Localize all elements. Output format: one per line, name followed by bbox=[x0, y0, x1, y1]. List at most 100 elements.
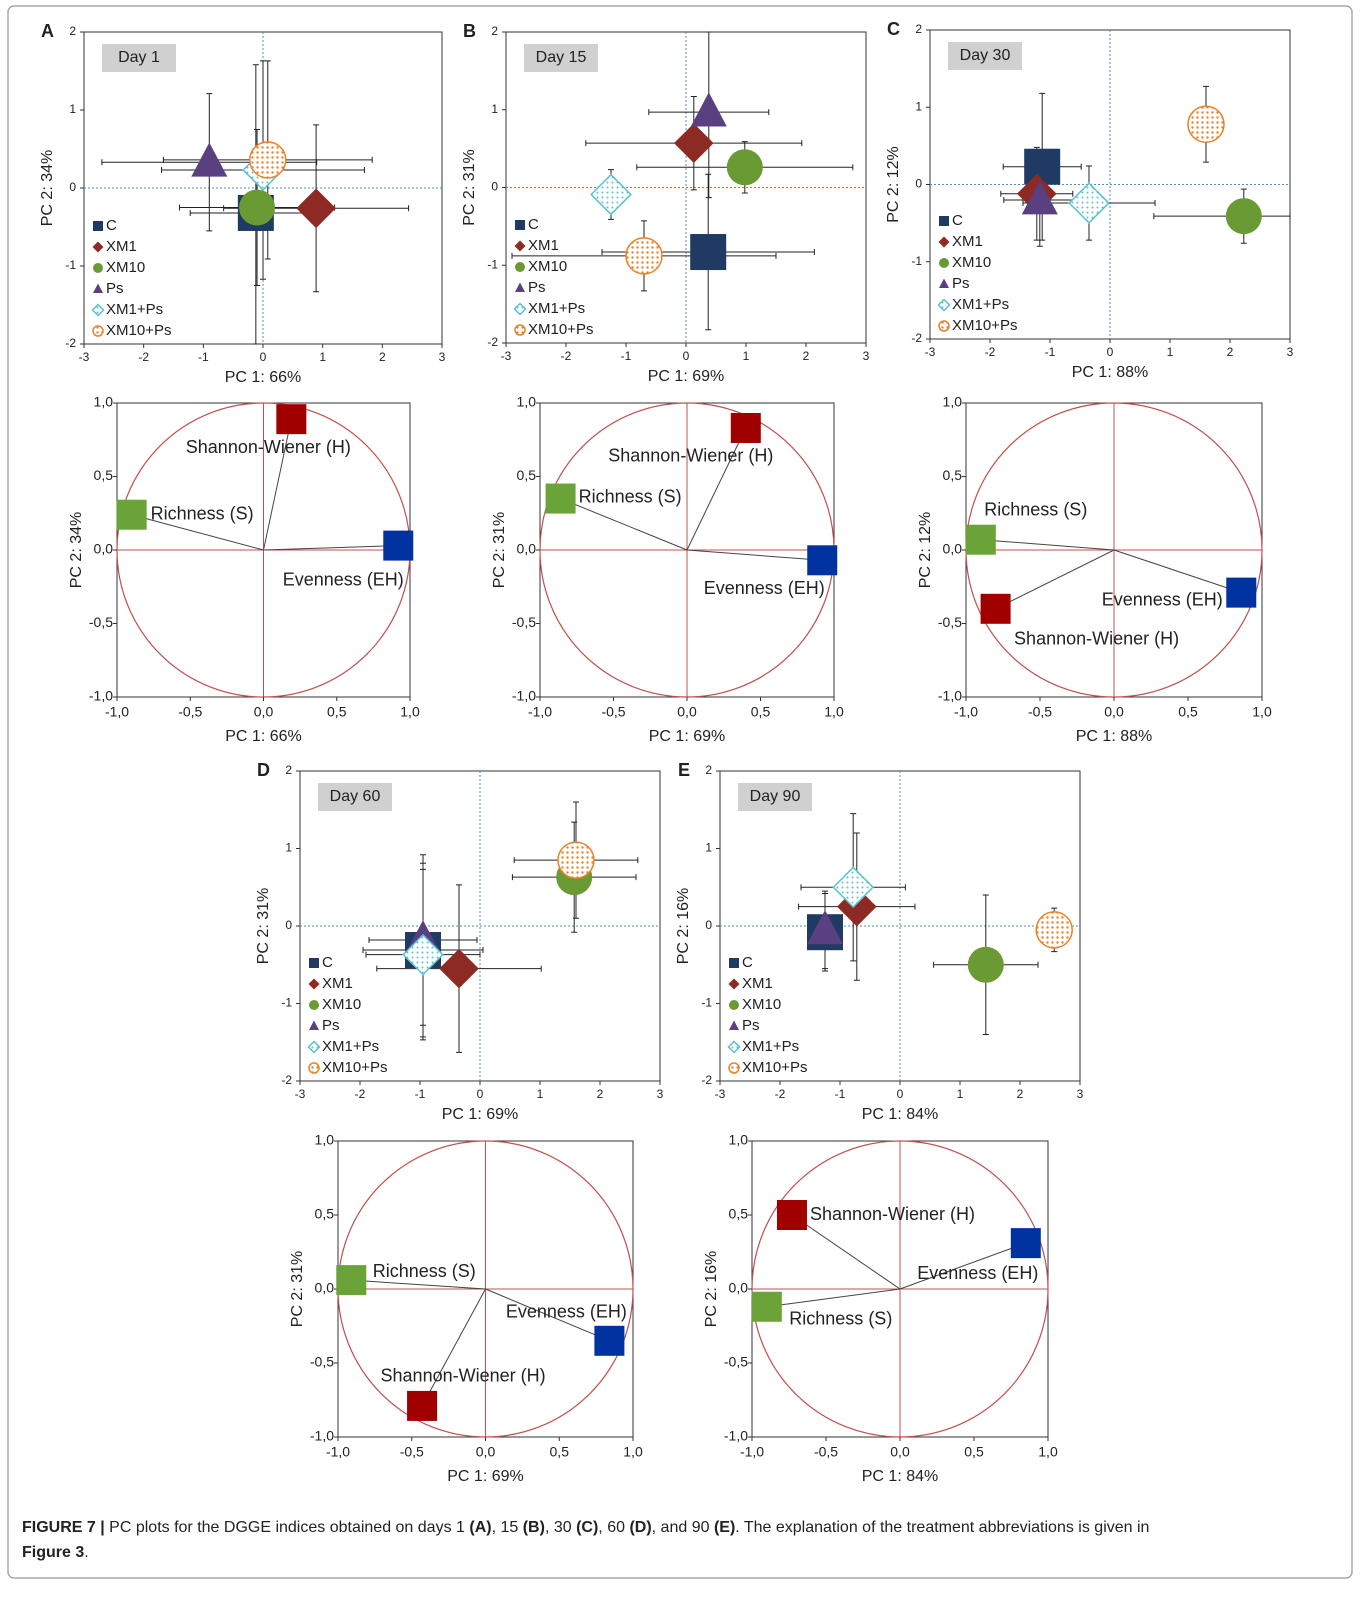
legend-swatch bbox=[308, 978, 320, 990]
y-tick-label: 2 bbox=[491, 24, 498, 38]
y-tick-label: 2 bbox=[69, 24, 76, 38]
x-tick-label: 0 bbox=[897, 1087, 904, 1101]
caption-run: . The explanation of the treatment abbre… bbox=[735, 1519, 1149, 1536]
legend-swatch bbox=[513, 302, 527, 316]
legend-label: XM1+Ps bbox=[742, 1038, 799, 1055]
x-tick-label: 0,0 bbox=[677, 704, 697, 720]
y-tick-label: -0,5 bbox=[938, 614, 962, 630]
x-tick-label: 1,0 bbox=[623, 1444, 643, 1460]
loading-point bbox=[730, 412, 761, 443]
marker-diamond bbox=[590, 173, 632, 216]
y-tick-label: -1 bbox=[487, 257, 498, 271]
marker-triangle bbox=[191, 142, 228, 177]
marker-circle bbox=[1187, 105, 1225, 143]
x-axis-label: PC 1: 69% bbox=[447, 1468, 523, 1485]
y-tick-label: 2 bbox=[285, 763, 292, 777]
y-tick-label: -0,5 bbox=[724, 1354, 748, 1370]
x-tick-label: 3 bbox=[863, 349, 870, 363]
caption-run: (C) bbox=[576, 1519, 598, 1536]
legend-swatch bbox=[515, 262, 525, 272]
y-tick-label: 1,0 bbox=[315, 1132, 335, 1148]
x-tick-label: 1 bbox=[743, 349, 750, 363]
x-tick-label: 0,5 bbox=[550, 1444, 570, 1460]
y-tick-label: 0,5 bbox=[94, 467, 114, 483]
caption-run: (B) bbox=[523, 1519, 545, 1536]
marker-diamond bbox=[296, 188, 336, 229]
x-tick-label: -1 bbox=[415, 1087, 426, 1101]
y-axis-label: PC 2: 12% bbox=[885, 146, 902, 222]
caption-run: , 60 bbox=[598, 1519, 629, 1536]
x-axis-label: PC 1: 69% bbox=[442, 1106, 518, 1123]
legend-label: C bbox=[742, 954, 753, 971]
x-tick-label: 2 bbox=[597, 1087, 604, 1101]
loading-vector bbox=[263, 419, 292, 551]
x-tick-label: -0,5 bbox=[814, 1444, 838, 1460]
loading-point bbox=[1226, 577, 1257, 608]
caption-line: FIGURE 7 | PC plots for the DGGE indices… bbox=[22, 1519, 1149, 1536]
loading-label: Richness (S) bbox=[579, 486, 682, 506]
y-axis-label: PC 2: 31% bbox=[461, 149, 478, 225]
legend-swatch bbox=[514, 324, 526, 336]
loading-label: Evenness (EH) bbox=[283, 569, 404, 589]
y-tick-label: 0,5 bbox=[729, 1206, 749, 1222]
loading-point bbox=[1010, 1228, 1041, 1259]
x-tick-label: -2 bbox=[355, 1087, 366, 1101]
y-tick-label: -1 bbox=[65, 258, 76, 272]
y-tick-label: 1,0 bbox=[943, 394, 963, 410]
figure-frame bbox=[7, 5, 1353, 1579]
legend-label: XM1+Ps bbox=[528, 300, 585, 317]
x-axis-label: PC 1: 66% bbox=[225, 728, 301, 745]
loading-vector bbox=[131, 514, 264, 551]
loading-label: Evenness (EH) bbox=[917, 1263, 1038, 1283]
legend-label: Ps bbox=[742, 1017, 760, 1034]
x-tick-label: 1,0 bbox=[1038, 1444, 1058, 1460]
marker-circle bbox=[1225, 198, 1262, 235]
x-tick-label: 0,0 bbox=[1104, 704, 1124, 720]
x-tick-label: 2 bbox=[379, 350, 386, 364]
x-tick-label: -1,0 bbox=[326, 1444, 350, 1460]
marker-circle bbox=[249, 141, 287, 179]
loading-label: Evenness (EH) bbox=[506, 1302, 627, 1322]
x-axis-label: PC 1: 69% bbox=[649, 728, 725, 745]
marker-circle bbox=[1035, 911, 1073, 949]
marker-diamond bbox=[674, 123, 714, 163]
chart-title: Day 30 bbox=[960, 47, 1011, 64]
legend-swatch bbox=[938, 236, 950, 248]
x-axis-label: PC 1: 88% bbox=[1072, 364, 1148, 381]
y-tick-label: 0,0 bbox=[94, 541, 114, 557]
x-tick-label: -3 bbox=[79, 350, 90, 364]
x-tick-label: 1,0 bbox=[1252, 704, 1272, 720]
y-tick-label: 0 bbox=[915, 177, 922, 191]
legend-swatch bbox=[729, 1020, 739, 1030]
legend-label: XM10 bbox=[106, 259, 145, 276]
x-tick-label: 1,0 bbox=[824, 704, 844, 720]
y-tick-label: -2 bbox=[65, 336, 76, 350]
y-tick-label: -1,0 bbox=[938, 688, 962, 704]
y-tick-label: -1,0 bbox=[310, 1428, 334, 1444]
x-tick-label: 0,5 bbox=[964, 1444, 984, 1460]
legend-label: C bbox=[322, 954, 333, 971]
y-tick-label: -1 bbox=[281, 996, 292, 1010]
panel-letter: A bbox=[41, 21, 54, 41]
panel-letter: C bbox=[887, 19, 900, 39]
x-tick-label: -1,0 bbox=[528, 704, 552, 720]
x-tick-label: -0,5 bbox=[400, 1444, 424, 1460]
y-tick-label: 0 bbox=[491, 180, 498, 194]
x-tick-label: 1 bbox=[1167, 345, 1174, 359]
legend-swatch bbox=[515, 282, 525, 292]
x-tick-label: -0,5 bbox=[601, 704, 625, 720]
loading-point bbox=[751, 1291, 782, 1322]
x-tick-label: -1,0 bbox=[954, 704, 978, 720]
y-tick-label: -2 bbox=[281, 1073, 292, 1087]
loading-point bbox=[383, 530, 414, 561]
x-tick-label: 0,0 bbox=[890, 1444, 910, 1460]
loading-point bbox=[776, 1200, 807, 1230]
legend-swatch bbox=[93, 283, 103, 293]
loading-point bbox=[545, 483, 576, 514]
x-tick-label: 2 bbox=[1227, 345, 1234, 359]
y-tick-label: 0,0 bbox=[729, 1280, 749, 1296]
marker-circle bbox=[625, 237, 663, 275]
x-tick-label: 0,0 bbox=[254, 704, 274, 720]
y-axis-label: PC 2: 31% bbox=[491, 512, 508, 588]
